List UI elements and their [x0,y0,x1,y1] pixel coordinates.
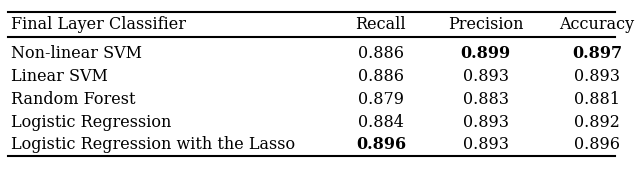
Text: 0.896: 0.896 [356,136,406,153]
Text: Precision: Precision [448,16,524,33]
Text: 0.896: 0.896 [574,136,620,153]
Text: Logistic Regression: Logistic Regression [11,114,171,131]
Text: Accuracy: Accuracy [559,16,634,33]
Text: 0.897: 0.897 [572,45,622,62]
Text: 0.879: 0.879 [358,91,404,108]
Text: Recall: Recall [356,16,406,33]
Text: Linear SVM: Linear SVM [11,68,108,85]
Text: 0.893: 0.893 [463,136,509,153]
Text: 0.881: 0.881 [574,91,620,108]
Text: 0.893: 0.893 [574,68,620,85]
Text: 0.886: 0.886 [358,45,404,62]
Text: 0.893: 0.893 [463,114,509,131]
Text: 0.884: 0.884 [358,114,404,131]
Text: Final Layer Classifier: Final Layer Classifier [11,16,186,33]
Text: 0.893: 0.893 [463,68,509,85]
Text: 0.886: 0.886 [358,68,404,85]
Text: Non-linear SVM: Non-linear SVM [11,45,141,62]
Text: 0.899: 0.899 [461,45,511,62]
Text: 0.883: 0.883 [463,91,509,108]
Text: Logistic Regression with the Lasso: Logistic Regression with the Lasso [11,136,295,153]
Text: Random Forest: Random Forest [11,91,135,108]
Text: 0.892: 0.892 [574,114,620,131]
